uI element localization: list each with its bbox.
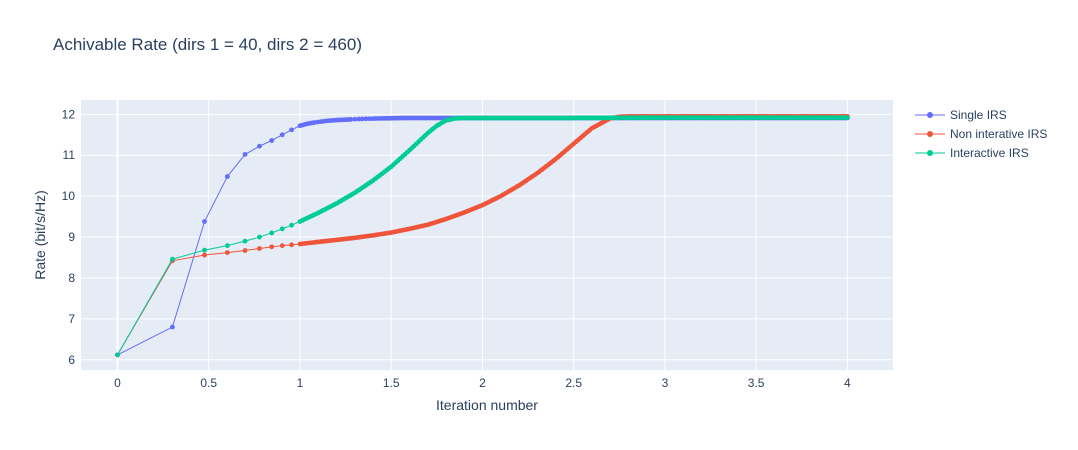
data-point (289, 222, 294, 228)
legend-item[interactable]: Single IRS (915, 108, 1007, 122)
data-point (242, 238, 248, 244)
data-point (289, 127, 294, 133)
y-tick-label: 12 (62, 107, 76, 121)
x-tick-label: 1.5 (383, 376, 400, 390)
y-axis: 6 7 8 9 10 11 12 (62, 107, 76, 366)
data-point (289, 242, 294, 248)
chart-title: Achivable Rate (dirs 1 = 40, dirs 2 = 46… (53, 35, 362, 54)
data-point (269, 244, 275, 250)
data-point (170, 324, 175, 330)
data-point (224, 243, 230, 249)
legend-item[interactable]: Interactive IRS (915, 146, 1029, 160)
plot-area (81, 100, 893, 370)
data-point (242, 248, 248, 253)
data-point (356, 116, 362, 122)
data-point (224, 174, 230, 179)
y-tick-label: 11 (63, 148, 76, 162)
series-interactive-irs (115, 115, 850, 358)
data-point (279, 132, 285, 138)
y-tick-label: 9 (68, 230, 75, 244)
x-tick-label: 2.5 (565, 376, 582, 390)
data-point (844, 115, 850, 120)
x-tick-label: 2 (479, 376, 486, 390)
data-point (279, 226, 285, 232)
series-layer (115, 113, 850, 358)
data-point (202, 219, 207, 224)
legend-marker-swatch (927, 112, 933, 118)
y-tick-label: 6 (68, 353, 75, 367)
legend-label: Single IRS (950, 108, 1007, 122)
data-point (257, 246, 262, 251)
data-point (257, 143, 262, 149)
x-tick-label: 3.5 (748, 376, 765, 390)
data-point (348, 117, 354, 122)
legend-marker-swatch (927, 131, 933, 137)
x-tick-label: 0 (114, 376, 121, 390)
data-point (202, 247, 207, 253)
x-tick-label: 1 (297, 376, 304, 390)
y-tick-label: 7 (68, 312, 75, 326)
data-point (202, 252, 207, 258)
data-point (115, 352, 120, 358)
data-point (257, 234, 262, 240)
data-point (359, 116, 365, 122)
legend: Single IRS Non interative IRS Interactive … (915, 108, 1047, 160)
legend-label: Interactive IRS (950, 146, 1029, 160)
x-axis-title: Iteration number (436, 397, 538, 413)
y-tick-label: 8 (68, 271, 75, 285)
data-point (269, 138, 275, 143)
data-point (269, 230, 275, 236)
legend-marker-swatch (927, 150, 933, 156)
data-point (352, 116, 358, 122)
data-point (170, 256, 175, 262)
legend-item[interactable]: Non interative IRS (915, 127, 1047, 141)
data-point (279, 243, 285, 249)
y-tick-label: 10 (62, 189, 76, 203)
data-point (224, 250, 230, 255)
x-tick-label: 3 (662, 376, 669, 390)
y-axis-title: Rate (bit/s/Hz) (32, 190, 48, 279)
legend-label: Non interative IRS (950, 127, 1047, 141)
data-point (242, 152, 248, 157)
x-tick-label: 4 (844, 376, 851, 390)
x-tick-label: 0.5 (200, 376, 217, 390)
x-axis: 0 0.5 1 1.5 2 2.5 3 3.5 4 (114, 376, 851, 390)
